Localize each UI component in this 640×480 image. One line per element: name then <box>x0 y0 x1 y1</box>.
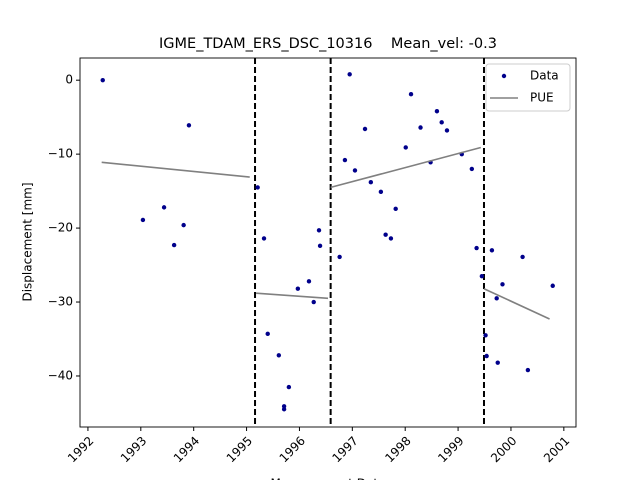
data-point <box>311 299 316 305</box>
data-point <box>347 72 352 77</box>
data-point <box>265 331 270 337</box>
data-point <box>186 123 192 128</box>
data-point <box>286 384 292 390</box>
chart-title: IGME_TDAM_ERS_DSC_10316 Mean_vel: -0.3 <box>159 36 497 52</box>
data-point <box>525 367 531 373</box>
data-point <box>352 168 358 173</box>
data-point <box>439 120 444 125</box>
data-point <box>484 353 489 359</box>
data-point <box>281 404 287 409</box>
data-point <box>316 228 322 233</box>
data-point <box>378 189 384 195</box>
y-tick-label: −10 <box>48 147 73 161</box>
data-point <box>161 205 167 210</box>
data-point <box>434 109 440 114</box>
data-point <box>342 157 348 163</box>
data-point <box>494 296 499 301</box>
data-point <box>306 279 312 284</box>
data-point <box>388 236 394 241</box>
data-point <box>474 245 479 251</box>
legend-marker <box>501 73 507 79</box>
data-point <box>383 232 388 237</box>
y-tick-label: −20 <box>48 221 73 235</box>
legend-label: PUE <box>530 91 554 105</box>
data-point <box>483 333 488 338</box>
legend-box <box>485 63 571 112</box>
data-point <box>403 145 408 150</box>
y-tick-label: −30 <box>48 295 73 309</box>
y-tick-label: −40 <box>48 368 73 382</box>
legend: Data PUE <box>485 63 571 112</box>
data-point <box>444 128 450 133</box>
data-point <box>495 360 500 365</box>
data-point <box>393 206 398 212</box>
y-tick-label: 0 <box>65 73 73 87</box>
data-point <box>418 125 423 130</box>
data-point <box>276 353 282 358</box>
data-point <box>140 217 146 223</box>
data-point <box>489 248 495 253</box>
plot-frame <box>79 57 577 428</box>
data-point <box>408 92 414 97</box>
data-point <box>479 273 485 279</box>
data-point <box>550 283 555 288</box>
x-axis-label: Measurement Date <box>271 477 386 480</box>
data-point <box>181 222 186 228</box>
data-point <box>317 243 323 249</box>
data-point <box>362 126 368 132</box>
data-point <box>295 286 301 291</box>
data-point <box>255 185 260 190</box>
data-point <box>171 242 177 248</box>
data-point <box>337 254 342 260</box>
y-axis-label: Displacement [mm] <box>21 182 35 301</box>
data-point <box>368 180 374 185</box>
data-point <box>100 77 105 83</box>
data-point <box>520 254 525 260</box>
data-point <box>261 236 267 241</box>
data-point <box>500 282 505 287</box>
legend-label: Data <box>530 69 559 83</box>
trend-line <box>101 146 550 320</box>
data-point <box>469 166 475 172</box>
